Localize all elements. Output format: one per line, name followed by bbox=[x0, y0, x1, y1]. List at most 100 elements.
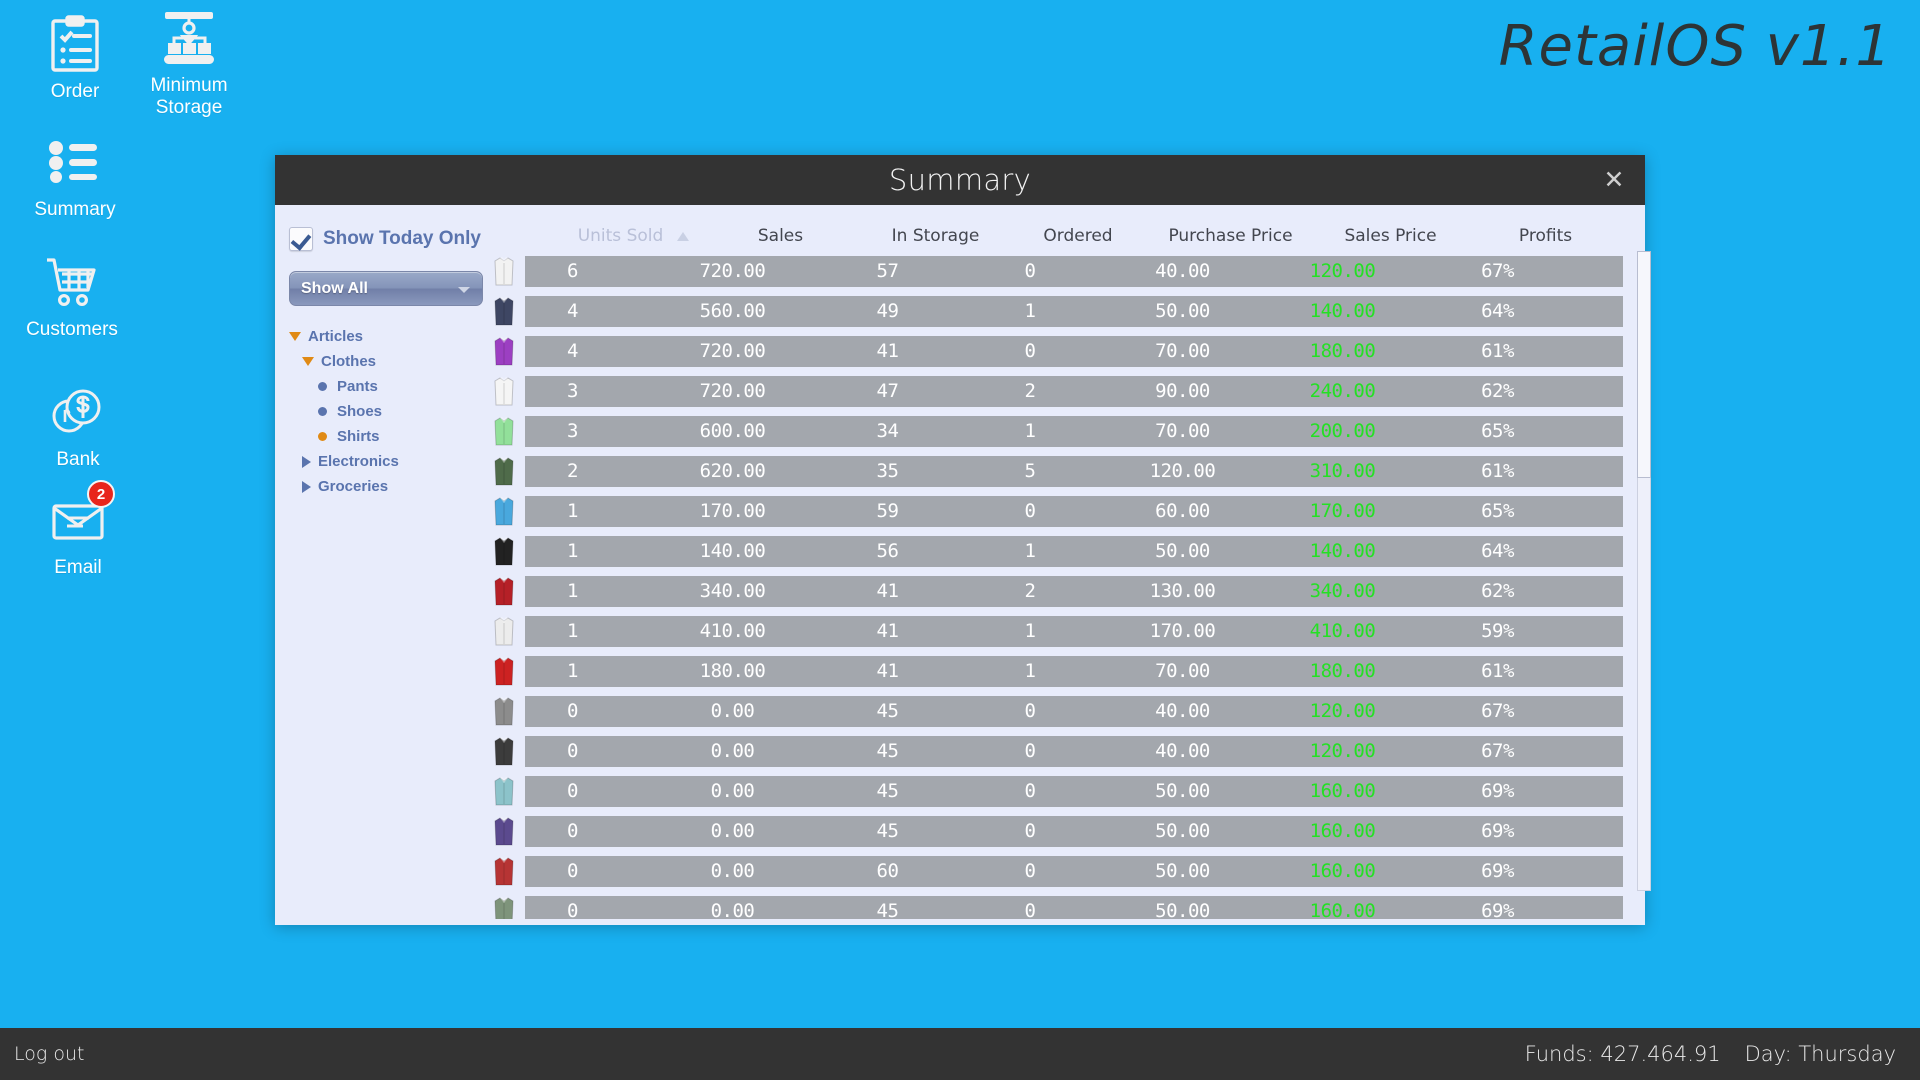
shirt-teal-icon bbox=[483, 772, 525, 810]
row-bar: 3 720.00 47 2 90.00 240.00 62% bbox=[525, 375, 1623, 407]
day-status: Day: Thursday bbox=[1745, 1042, 1896, 1066]
table-row[interactable]: 0 0.00 45 0 40.00 120.00 67% bbox=[483, 691, 1623, 731]
cell-in-storage: 34 bbox=[876, 420, 899, 442]
cell-sales: 720.00 bbox=[699, 340, 766, 362]
filter-dropdown[interactable]: Show All bbox=[289, 271, 483, 306]
tree-item-groceries[interactable]: Groceries bbox=[289, 474, 483, 499]
launcher-item-email[interactable]: 2 Email bbox=[18, 480, 138, 579]
column-header-profits[interactable]: Profits bbox=[1518, 226, 1573, 246]
show-today-only-checkbox[interactable]: Show Today Only bbox=[289, 227, 483, 251]
shirt-white-2-icon bbox=[483, 372, 525, 410]
cell-sales: 0.00 bbox=[710, 860, 755, 882]
filter-pane: Show Today Only Show All Articles Clothes… bbox=[275, 205, 483, 925]
shirt-striped-icon bbox=[483, 492, 525, 530]
cell-sales-price: 160.00 bbox=[1309, 860, 1376, 882]
close-icon[interactable]: ✕ bbox=[1603, 166, 1625, 194]
cell-profits: 62% bbox=[1481, 380, 1514, 402]
tree-item-articles[interactable]: Articles bbox=[289, 324, 483, 349]
summary-window: Summary ✕ Show Today Only Show All Artic… bbox=[275, 155, 1651, 925]
funds-value: 427.464.91 bbox=[1600, 1042, 1721, 1066]
tree-item-pants[interactable]: Pants bbox=[289, 374, 483, 399]
tree-item-shoes[interactable]: Shoes bbox=[289, 399, 483, 424]
table-row[interactable]: 3 720.00 47 2 90.00 240.00 62% bbox=[483, 371, 1623, 411]
table-row[interactable]: 1 340.00 41 2 130.00 340.00 62% bbox=[483, 571, 1623, 611]
cell-sales-price: 410.00 bbox=[1309, 620, 1376, 642]
launcher-item-order[interactable]: Order bbox=[15, 14, 135, 103]
column-header-ordered[interactable]: Ordered bbox=[1043, 226, 1113, 246]
cell-purchase-price: 120.00 bbox=[1149, 460, 1216, 482]
cell-sales: 0.00 bbox=[710, 780, 755, 802]
table-row[interactable]: 6 720.00 57 0 40.00 120.00 67% bbox=[483, 251, 1623, 291]
scrollbar-thumb[interactable] bbox=[1637, 251, 1651, 478]
launcher-item-label: Email bbox=[54, 557, 102, 578]
cell-purchase-price: 40.00 bbox=[1155, 740, 1210, 762]
cell-sales: 0.00 bbox=[710, 820, 755, 842]
column-header-purchase-price[interactable]: Purchase Price bbox=[1168, 226, 1293, 246]
table-row[interactable]: 0 0.00 45 0 50.00 160.00 69% bbox=[483, 811, 1623, 851]
cell-sales: 340.00 bbox=[699, 580, 766, 602]
cell-sales-price: 160.00 bbox=[1309, 900, 1376, 919]
cell-units-sold: 4 bbox=[567, 300, 578, 322]
bullet-selected-icon bbox=[318, 432, 327, 441]
email-unread-badge: 2 bbox=[87, 480, 115, 508]
cell-purchase-price: 90.00 bbox=[1155, 380, 1210, 402]
tree-item-clothes[interactable]: Clothes bbox=[289, 349, 483, 374]
column-header-sales[interactable]: Sales bbox=[757, 226, 804, 246]
cell-sales: 720.00 bbox=[699, 260, 766, 282]
cell-profits: 69% bbox=[1481, 780, 1514, 802]
cell-ordered: 1 bbox=[1024, 420, 1036, 442]
cell-purchase-price: 50.00 bbox=[1155, 300, 1210, 322]
sort-indicator-ascending-icon[interactable] bbox=[668, 231, 698, 241]
triangle-right-icon bbox=[302, 455, 311, 468]
table-row[interactable]: 0 0.00 45 0 50.00 160.00 69% bbox=[483, 771, 1623, 811]
table-row[interactable]: 0 0.00 45 0 40.00 120.00 67% bbox=[483, 731, 1623, 771]
cell-sales-price: 140.00 bbox=[1309, 300, 1376, 322]
table-row[interactable]: 3 600.00 34 1 70.00 200.00 65% bbox=[483, 411, 1623, 451]
cell-purchase-price: 70.00 bbox=[1155, 420, 1210, 442]
row-bar: 0 0.00 45 0 40.00 120.00 67% bbox=[525, 735, 1623, 767]
cell-sales: 0.00 bbox=[710, 700, 755, 722]
tree-item-shirts[interactable]: Shirts bbox=[289, 424, 483, 449]
cell-sales-price: 160.00 bbox=[1309, 780, 1376, 802]
cell-in-storage: 41 bbox=[876, 340, 899, 362]
table-row[interactable]: 1 140.00 56 1 50.00 140.00 64% bbox=[483, 531, 1623, 571]
table-row[interactable]: 4 720.00 41 0 70.00 180.00 61% bbox=[483, 331, 1623, 371]
column-header-sales-price[interactable]: Sales Price bbox=[1344, 226, 1437, 246]
cell-sales: 560.00 bbox=[699, 300, 766, 322]
table-row[interactable]: 0 0.00 45 0 50.00 160.00 69% bbox=[483, 891, 1623, 919]
log-out-button[interactable]: Log out bbox=[14, 1043, 85, 1065]
cell-ordered: 0 bbox=[1024, 780, 1036, 802]
cell-profits: 65% bbox=[1481, 500, 1514, 522]
launcher-item-label: Minimum Storage bbox=[150, 75, 228, 118]
row-bar: 1 410.00 41 1 170.00 410.00 59% bbox=[525, 615, 1623, 647]
tree-item-electronics[interactable]: Electronics bbox=[289, 449, 483, 474]
row-bar: 1 340.00 41 2 130.00 340.00 62% bbox=[525, 575, 1623, 607]
cell-purchase-price: 130.00 bbox=[1149, 580, 1216, 602]
table-rows-container[interactable]: 6 720.00 57 0 40.00 120.00 67% 4 560.00 49 1 50.00 1… bbox=[483, 251, 1663, 919]
table-row[interactable]: 4 560.00 49 1 50.00 140.00 64% bbox=[483, 291, 1623, 331]
cell-sales: 410.00 bbox=[699, 620, 766, 642]
table-row[interactable]: 1 180.00 41 1 70.00 180.00 61% bbox=[483, 651, 1623, 691]
checkbox-box[interactable] bbox=[289, 227, 313, 251]
cell-ordered: 5 bbox=[1024, 460, 1036, 482]
envelope-icon: 2 bbox=[47, 480, 115, 552]
cell-in-storage: 35 bbox=[876, 460, 899, 482]
launcher-item-summary[interactable]: Summary bbox=[15, 132, 135, 221]
shirt-grey-icon bbox=[483, 692, 525, 730]
launcher-item-minimum-storage[interactable]: Minimum Storage bbox=[124, 8, 254, 119]
launcher-item-bank[interactable]: Bank bbox=[18, 382, 138, 471]
table-row[interactable]: 2 620.00 35 5 120.00 310.00 61% bbox=[483, 451, 1623, 491]
cell-sales-price: 310.00 bbox=[1309, 460, 1376, 482]
category-tree: Articles Clothes Pants Shoes Shirts Electroni… bbox=[289, 324, 483, 499]
table-row[interactable]: 0 0.00 60 0 50.00 160.00 69% bbox=[483, 851, 1623, 891]
triangle-down-icon bbox=[302, 357, 314, 366]
row-bar: 0 0.00 60 0 50.00 160.00 69% bbox=[525, 855, 1623, 887]
cell-purchase-price: 40.00 bbox=[1155, 260, 1210, 282]
table-row[interactable]: 1 170.00 59 0 60.00 170.00 65% bbox=[483, 491, 1623, 531]
launcher-item-customers[interactable]: Customers bbox=[12, 252, 132, 341]
column-header-in-storage[interactable]: In Storage bbox=[891, 226, 980, 246]
column-header-units-sold[interactable]: Units Sold bbox=[577, 226, 664, 246]
cell-in-storage: 45 bbox=[876, 820, 899, 842]
minimum-storage-icon bbox=[158, 8, 220, 70]
table-row[interactable]: 1 410.00 41 1 170.00 410.00 59% bbox=[483, 611, 1623, 651]
